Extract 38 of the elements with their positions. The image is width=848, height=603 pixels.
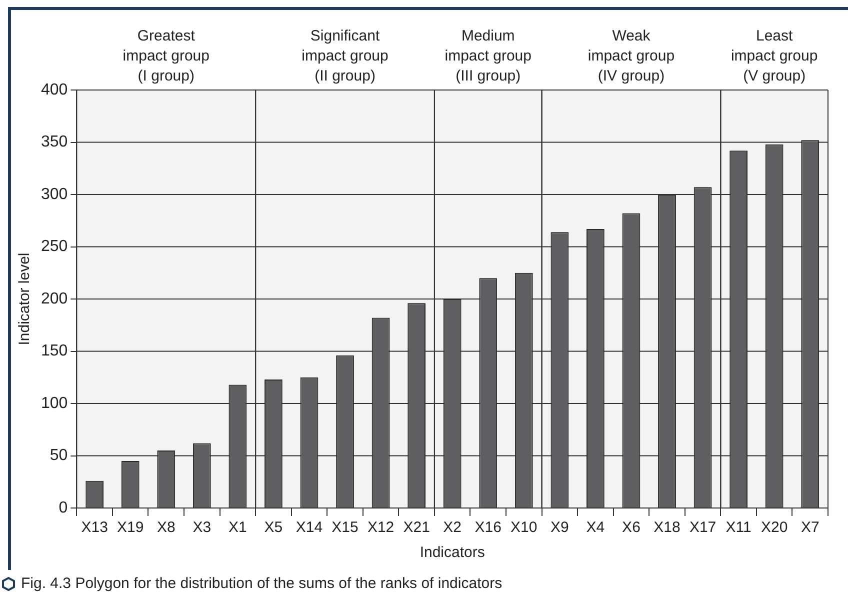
- x-axis-title: Indicators: [420, 544, 485, 562]
- x-tick-label: X7: [800, 519, 820, 536]
- x-tick-label: X16: [474, 519, 502, 536]
- x-tick-label: X6: [622, 519, 640, 536]
- x-tick-label: X10: [510, 519, 538, 536]
- x-tick-label: X17: [689, 519, 716, 536]
- x-tick-label: X18: [654, 519, 680, 536]
- y-tick-label: 0: [58, 499, 68, 516]
- y-tick-label: 350: [40, 134, 68, 151]
- x-tick-label: X4: [586, 519, 605, 536]
- x-tick-label: X19: [117, 519, 144, 536]
- band-label: Least impact group (V group): [730, 28, 818, 85]
- x-tick-label: X20: [760, 519, 788, 536]
- x-tick-label: X14: [296, 519, 323, 536]
- x-tick-label: X1: [228, 519, 247, 536]
- y-tick-label: 250: [40, 238, 68, 256]
- band-label: Weak impact group (IV group): [588, 28, 675, 85]
- x-tick-label: X12: [367, 519, 394, 536]
- band-label: Significant impact group (II group): [302, 28, 388, 85]
- y-tick-label: 50: [50, 447, 68, 464]
- y-axis-title: Indicator level: [16, 252, 34, 346]
- x-tick-label: X21: [403, 519, 430, 536]
- x-tick-label: X8: [156, 519, 176, 536]
- y-tick-label: 100: [40, 394, 68, 412]
- y-tick-label: 200: [40, 290, 68, 308]
- y-tick-label: 300: [40, 186, 68, 203]
- y-tick-label: 400: [40, 81, 68, 98]
- x-tick-label: X13: [81, 519, 108, 536]
- band-label: Medium impact group (III group): [444, 28, 532, 85]
- x-tick-label: X5: [264, 519, 283, 536]
- x-tick-label: X11: [726, 519, 752, 536]
- caption: Fig. 4.3 Polygon for the distribution of the sums of the ranks of indicators: [21, 575, 502, 592]
- x-tick-label: X2: [443, 519, 462, 536]
- band-label: Greatest impact group (I group): [122, 28, 210, 85]
- x-tick-label: X3: [192, 519, 212, 536]
- x-tick-label: X9: [550, 519, 569, 536]
- y-tick-label: 150: [40, 342, 68, 360]
- x-tick-label: X15: [332, 519, 358, 536]
